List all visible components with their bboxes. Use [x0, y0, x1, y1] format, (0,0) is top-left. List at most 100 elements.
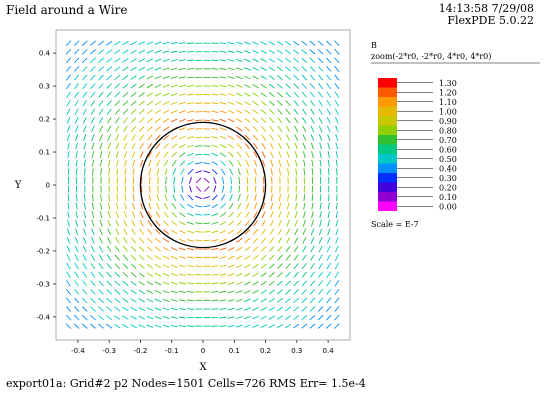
field-arrow — [269, 237, 275, 244]
field-arrow — [284, 40, 292, 46]
field-arrow — [335, 134, 339, 141]
field-arrow — [89, 57, 96, 64]
field-arrow — [276, 66, 284, 72]
field-arrow — [90, 74, 96, 81]
field-arrow — [203, 145, 211, 147]
field-arrow — [90, 100, 96, 107]
field-arrow — [277, 100, 283, 107]
x-tick-label: -0.4 — [71, 347, 85, 355]
field-arrow — [173, 176, 176, 184]
field-arrow — [269, 246, 275, 252]
field-arrow — [326, 245, 331, 253]
legend-zoom: zoom(-2*r0, -2*r0, 4*r0, 4*r0) — [371, 52, 491, 61]
field-arrow — [122, 306, 129, 312]
field-arrow — [91, 142, 95, 150]
field-arrow — [187, 168, 194, 175]
field-arrow — [227, 299, 235, 302]
field-arrow — [115, 134, 120, 141]
field-arrow — [114, 254, 120, 261]
field-arrow — [82, 280, 88, 287]
field-arrow — [220, 160, 226, 167]
field-arrow — [75, 211, 78, 219]
field-arrow — [75, 159, 78, 167]
field-arrow — [293, 245, 299, 253]
field-arrow — [219, 84, 227, 88]
field-arrow — [203, 196, 211, 200]
field-arrow — [285, 108, 291, 115]
field-arrow — [138, 75, 145, 80]
field-arrow — [178, 101, 186, 105]
field-arrow — [106, 83, 112, 89]
field-arrow — [260, 58, 268, 63]
field-arrow — [65, 306, 72, 312]
field-arrow — [83, 142, 87, 150]
field-arrow — [81, 40, 88, 46]
field-arrow — [98, 100, 104, 107]
field-arrow — [326, 108, 331, 116]
legend-swatch — [378, 163, 397, 173]
field-arrow — [170, 67, 178, 71]
field-arrow — [186, 299, 195, 302]
field-arrow — [162, 84, 170, 88]
field-arrow — [309, 66, 316, 72]
field-arrow — [211, 119, 219, 122]
field-arrow — [115, 237, 120, 244]
field-arrow — [73, 40, 80, 46]
field-arrow — [285, 125, 291, 133]
field-arrow — [124, 202, 127, 210]
field-arrow — [171, 160, 177, 167]
field-arrow — [114, 66, 121, 72]
field-arrow — [244, 272, 251, 277]
field-arrow — [270, 211, 274, 219]
field-arrow — [334, 108, 339, 116]
field-arrow — [211, 316, 219, 319]
legend-level-label: 1.30 — [439, 79, 457, 88]
field-arrow — [75, 134, 79, 141]
field-arrow — [139, 151, 144, 158]
field-arrow — [276, 306, 284, 312]
field-arrow — [219, 144, 227, 149]
field-arrow — [122, 100, 129, 107]
field-arrow — [65, 65, 72, 72]
field-arrow — [195, 186, 202, 192]
field-arrow — [220, 168, 226, 176]
field-arrow — [187, 247, 194, 251]
field-arrow — [227, 93, 235, 97]
field-arrow — [74, 262, 79, 270]
field-arrow — [219, 299, 227, 302]
field-arrow — [91, 202, 94, 210]
field-arrow — [211, 308, 219, 310]
field-arrow — [82, 66, 88, 72]
field-arrow — [90, 245, 95, 253]
field-arrow — [82, 125, 87, 133]
field-arrow — [294, 142, 298, 150]
field-arrow — [219, 229, 227, 234]
field-arrow — [107, 151, 111, 159]
field-arrow — [98, 315, 105, 321]
field-arrow — [327, 202, 330, 210]
field-arrow — [334, 48, 340, 55]
field-arrow — [171, 220, 178, 226]
field-arrow — [302, 117, 307, 124]
field-arrow — [138, 281, 145, 286]
field-arrow — [203, 170, 211, 174]
field-arrow — [277, 134, 283, 141]
field-arrow — [302, 108, 307, 115]
field-arrow — [122, 58, 129, 63]
field-arrow — [211, 169, 218, 175]
field-arrow — [260, 49, 267, 54]
field-arrow — [317, 74, 324, 81]
field-arrow — [99, 219, 103, 227]
field-arrow — [335, 142, 339, 150]
field-arrow — [301, 66, 308, 72]
field-arrow — [74, 288, 80, 295]
field-arrow — [211, 42, 219, 44]
field-arrow — [162, 118, 170, 123]
field-arrow — [293, 100, 299, 107]
field-arrow — [203, 205, 211, 208]
field-arrow — [146, 289, 154, 294]
field-arrow — [65, 314, 72, 321]
field-arrow — [170, 76, 178, 79]
field-arrow — [236, 220, 243, 227]
field-arrow — [219, 247, 227, 251]
